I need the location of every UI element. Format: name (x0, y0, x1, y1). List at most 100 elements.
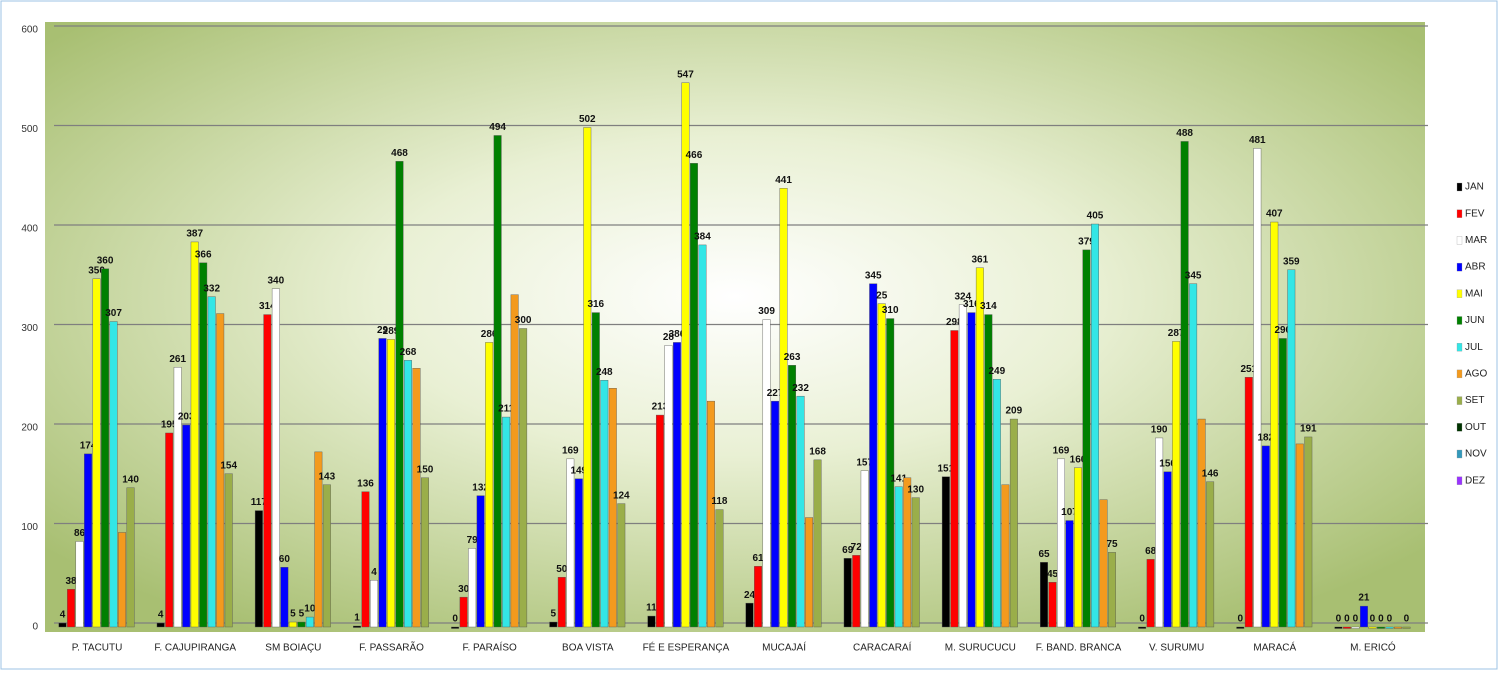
bar (476, 495, 485, 628)
data-label: 251 (1240, 364, 1257, 375)
data-label: 68 (1145, 546, 1157, 557)
data-label: 345 (865, 270, 882, 281)
bar (877, 303, 886, 628)
bar (754, 566, 763, 628)
x-tick-label: BOA VISTA (562, 643, 614, 654)
bar (468, 548, 477, 628)
data-label: 141 (890, 473, 907, 484)
bar (698, 244, 707, 628)
data-label: 75 (1106, 539, 1118, 550)
bar (1040, 562, 1048, 628)
data-label: 359 (1283, 256, 1300, 267)
bar (958, 304, 967, 628)
bar (216, 313, 225, 628)
bar (459, 596, 468, 628)
legend-swatch (1456, 289, 1463, 298)
data-label: 28 (663, 332, 675, 343)
bar (1099, 499, 1108, 628)
bar (843, 558, 852, 628)
bar (1197, 418, 1206, 628)
bar (353, 625, 361, 628)
bar (583, 127, 592, 628)
data-label: 350 (88, 265, 105, 276)
data-label: 146 (1202, 468, 1219, 479)
bar (1236, 626, 1245, 629)
legend-swatch (1456, 423, 1463, 432)
bar (566, 458, 575, 628)
bar (1393, 626, 1402, 629)
bar (485, 342, 494, 628)
bar (280, 567, 289, 628)
bar (1001, 484, 1010, 628)
bar (493, 135, 502, 628)
bar (664, 345, 673, 628)
data-label: 386 (669, 329, 686, 340)
bar (967, 312, 976, 628)
data-label: 0 (1139, 614, 1145, 625)
data-label: 118 (711, 496, 728, 507)
bar (126, 487, 135, 628)
data-label: 332 (203, 283, 220, 294)
bar (207, 296, 216, 628)
bar (118, 532, 127, 628)
x-tick-label: F. PARAÍSO (463, 641, 517, 654)
data-label: 0 (1387, 614, 1393, 625)
bar (672, 342, 681, 628)
x-tick-label: M. SURUCUCU (945, 643, 1016, 654)
legend-label: JUN (1465, 315, 1484, 326)
data-label: 1 (354, 613, 360, 624)
bar (1359, 605, 1368, 628)
bar (1065, 520, 1074, 628)
bar (1189, 283, 1198, 628)
data-label: 182 (1257, 433, 1274, 444)
data-label: 287 (1168, 328, 1185, 339)
bar (1155, 437, 1164, 628)
bar (647, 615, 656, 628)
legend-label: MAR (1465, 235, 1487, 246)
data-label: 203 (178, 412, 195, 423)
data-label: 384 (694, 232, 711, 243)
bar (395, 161, 404, 628)
y-tick-label: 200 (21, 423, 38, 434)
bar (608, 388, 617, 628)
bar (715, 509, 724, 628)
data-label: 5 (290, 609, 296, 620)
bar (451, 626, 460, 629)
data-label: 25 (876, 290, 888, 301)
legend-label: OUT (1465, 422, 1486, 433)
bar (510, 294, 519, 628)
data-label: 169 (1053, 445, 1070, 456)
bar (271, 288, 280, 628)
legend-label: SET (1465, 395, 1484, 406)
plot-area (45, 22, 1425, 632)
bar (165, 432, 174, 628)
bar (1180, 141, 1189, 628)
bar (1091, 223, 1099, 628)
data-label: 314 (259, 301, 276, 312)
bar (655, 414, 664, 628)
data-label: 174 (80, 441, 97, 452)
legend-swatch (1456, 182, 1463, 192)
legend-label: JUL (1465, 342, 1483, 353)
data-label: 340 (268, 275, 285, 286)
x-tick-label: F. BAND. BRANCA (1036, 643, 1122, 654)
bar (387, 339, 395, 628)
bar (1163, 471, 1172, 628)
data-label: 0 (1344, 614, 1350, 625)
data-label: 290 (1274, 325, 1291, 336)
data-label: 211 (498, 404, 515, 415)
bar (1057, 458, 1065, 628)
data-label: 168 (809, 446, 826, 457)
data-label: 213 (652, 402, 669, 413)
bar (502, 416, 511, 628)
bar (984, 314, 993, 628)
data-label: 316 (587, 299, 604, 310)
bar (84, 453, 93, 628)
data-label: 316 (963, 299, 980, 310)
y-tick-label: 0 (32, 622, 38, 633)
data-label: 132 (472, 482, 489, 493)
bar (796, 395, 805, 628)
bar (557, 577, 566, 628)
bar (75, 541, 84, 628)
bar (199, 262, 208, 628)
